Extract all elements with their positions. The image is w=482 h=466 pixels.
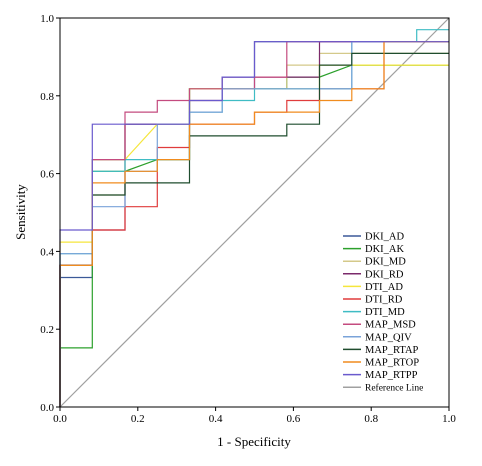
x-tick-label: 0.6 [287, 413, 301, 425]
plot-frame [59, 17, 450, 408]
x-tick-label: 0.2 [131, 413, 145, 425]
y-tick-label: 0.6 [40, 169, 54, 181]
y-tick-label: 0.8 [40, 91, 54, 103]
y-axis-title: Sensitivity [13, 184, 28, 240]
legend-label: MAP_MSD [365, 320, 416, 331]
legend-label: DTI_MD [365, 307, 405, 318]
legend-label: DKI_AD [365, 232, 404, 243]
y-tick-label: 0.0 [40, 402, 54, 414]
legend-label: DKI_MD [365, 257, 406, 268]
legend-label: MAP_RTOP [365, 358, 419, 369]
series-line-map-rtpp [59, 41, 449, 407]
legend-label: MAP_QIV [365, 332, 412, 343]
legend-label: MAP_RTAP [365, 345, 419, 356]
y-tick-label: 0.4 [40, 246, 54, 258]
legend-label: DTI_RD [365, 295, 403, 306]
legend-label: DKI_AK [365, 244, 404, 255]
x-tick-label: 0.4 [209, 413, 223, 425]
y-tick-label: 1.0 [40, 13, 54, 25]
x-axis-ticks: 0.0 0.2 0.4 0.6 0.8 1.0 [53, 407, 456, 425]
series-layer [59, 17, 450, 408]
y-tick-label: 0.2 [40, 324, 54, 336]
legend-label: MAP_RTPP [365, 370, 418, 381]
legend-label: Reference Line [365, 383, 423, 394]
legend-label: DKI_RD [365, 269, 404, 280]
legend-label: DTI_AD [365, 282, 403, 293]
x-tick-label: 0.8 [364, 413, 378, 425]
x-tick-label: 0.0 [53, 413, 67, 425]
x-axis-title: 1 - Specificity [217, 434, 291, 449]
y-axis-ticks: 0.0 0.2 0.4 0.6 0.8 1.0 [40, 13, 60, 414]
x-tick-label: 1.0 [442, 413, 456, 425]
